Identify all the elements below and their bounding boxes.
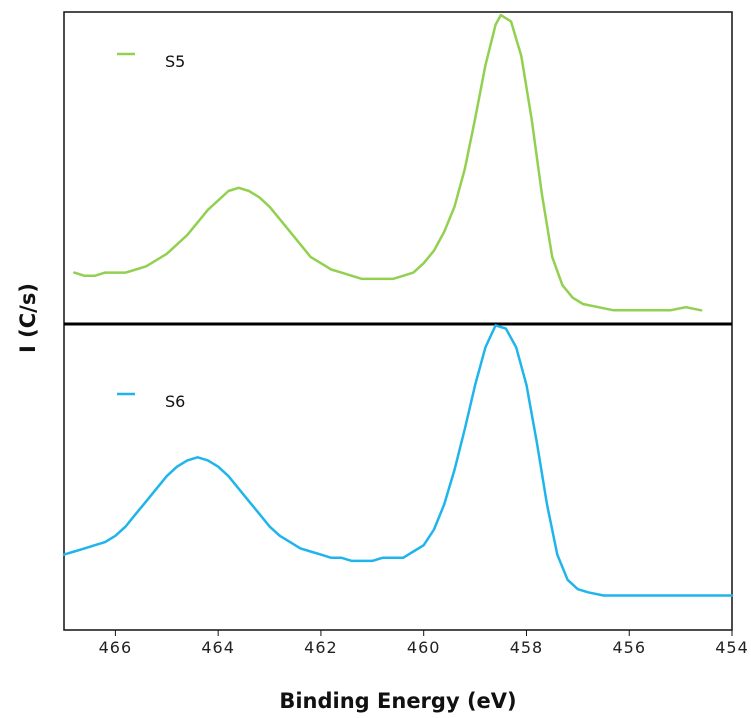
x-tick-label: 456 [612, 638, 646, 657]
series-group [62, 13, 734, 597]
legend-label-s6: S6 [165, 392, 185, 411]
series-line-s5 [73, 13, 703, 312]
x-tick-label: 454 [715, 638, 749, 657]
x-tick-label: 466 [99, 638, 133, 657]
series-line-s6 [62, 324, 734, 597]
y-axis-label: I (C/s) [16, 283, 40, 353]
x-axis-label: Binding Energy (eV) [279, 689, 516, 713]
x-tick-label: 458 [510, 638, 544, 657]
plot-frame [63, 11, 733, 631]
x-tick-label: 464 [201, 638, 235, 657]
legend-group: S5 S6 [117, 52, 185, 411]
x-axis: 466 464 462 460 458 456 454 [99, 630, 749, 657]
x-tick-label: 462 [304, 638, 338, 657]
legend-label-s5: S5 [165, 52, 185, 71]
x-tick-label: 460 [407, 638, 441, 657]
